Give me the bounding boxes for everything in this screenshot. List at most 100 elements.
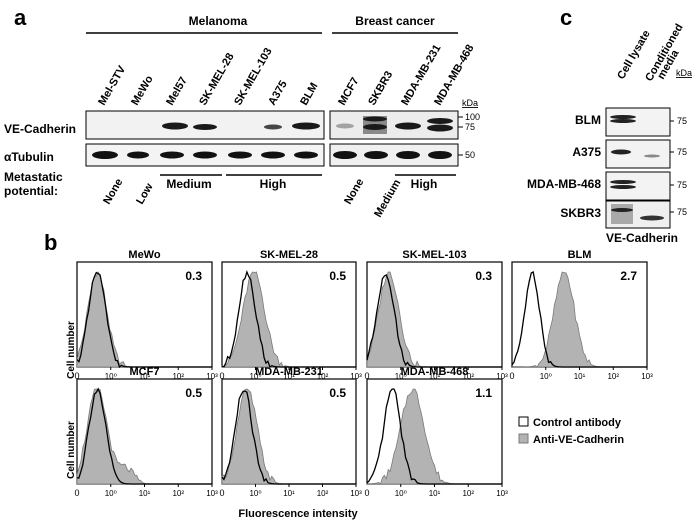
band-tub-mcf7 bbox=[333, 151, 357, 159]
histogram-mda-mb-231: MDA-MB-231 0.5 0 10⁰ 10¹ 10² 10³ bbox=[219, 366, 362, 498]
potential-low: Low bbox=[134, 181, 156, 206]
panel-a: a Melanoma Breast cancer Mel-STV MeWo Me… bbox=[4, 5, 480, 220]
band-vecad-a375 bbox=[264, 124, 282, 130]
tick-label-zero-blm: 0 bbox=[509, 371, 514, 381]
band-vecad-mcf7 bbox=[336, 123, 354, 129]
band-vecad-skbr3-lower bbox=[363, 124, 387, 130]
tick-label-1-mda-mb-468: 10⁰ bbox=[395, 489, 407, 498]
panel-a-letter: a bbox=[14, 5, 27, 30]
tick-label-zero-sk-mel-103: 0 bbox=[364, 371, 369, 381]
legend-swatch-control bbox=[518, 416, 529, 427]
tick-label-1-sk-mel-103: 10⁰ bbox=[395, 372, 407, 381]
band-tub-mel57 bbox=[160, 151, 184, 159]
plot-title-sk-mel-28: SK-MEL-28 bbox=[260, 249, 318, 261]
plot-title-mda-mb-468: MDA-MB-468 bbox=[401, 366, 469, 378]
c-band-blm-lysate-upper bbox=[610, 115, 636, 119]
tick-label-1-sk-mel-28: 10⁰ bbox=[249, 372, 261, 381]
tick-label-3-mewo: 10² bbox=[172, 372, 184, 381]
c-kda-a375: 75 bbox=[677, 147, 687, 157]
tick-label-2-blm: 10¹ bbox=[574, 372, 586, 381]
potential-high: High bbox=[260, 177, 287, 191]
tick-label-2-mda-mb-468: 10¹ bbox=[429, 489, 441, 498]
potential-none-breast: None bbox=[342, 177, 366, 207]
c-row-label-blm: BLM bbox=[575, 113, 601, 127]
lane-label-a375: A375 bbox=[266, 79, 290, 108]
c-footer-ve-cadherin: VE-Cadherin bbox=[606, 231, 678, 245]
group-melanoma-label: Melanoma bbox=[189, 14, 248, 28]
band-tub-blm bbox=[294, 151, 318, 159]
potential-none-melanoma: None bbox=[101, 177, 125, 207]
band-vecad-mel57 bbox=[162, 122, 188, 130]
histogram-mda-mb-468: MDA-MB-468 1.1 0 10⁰ 10¹ 10² 10³ bbox=[364, 366, 508, 498]
metastatic-label-line2: potential: bbox=[4, 184, 58, 198]
lane-label-sk-mel-28: SK-MEL-28 bbox=[197, 51, 236, 107]
c-kda-mda: 75 bbox=[677, 180, 687, 190]
tick-label-1-mda-mb-231: 10⁰ bbox=[249, 489, 261, 498]
c-blot-skbr3 bbox=[605, 200, 671, 229]
plot-title-sk-mel-103: SK-MEL-103 bbox=[402, 249, 466, 261]
plot-title-blm: BLM bbox=[568, 249, 592, 261]
c-row-label-mda-mb-468: MDA-MB-468 bbox=[527, 177, 601, 191]
tick-label-3-sk-mel-28: 10² bbox=[317, 372, 329, 381]
c-band-skbr3-lysate bbox=[611, 208, 633, 212]
band-tub-skbr3 bbox=[364, 151, 388, 159]
c-smear-skbr3-lysate bbox=[611, 204, 633, 224]
tick-label-2-sk-mel-103: 10¹ bbox=[429, 372, 441, 381]
lane-label-mel-stv: Mel-STV bbox=[96, 63, 128, 107]
lane-label-skbr3: SKBR3 bbox=[366, 69, 395, 107]
tick-label-3-sk-mel-103: 10² bbox=[462, 372, 474, 381]
kda-label-c: kDa bbox=[676, 68, 692, 78]
lane-label-mewo: MeWo bbox=[129, 73, 156, 107]
tick-label-4-blm: 10³ bbox=[641, 372, 653, 381]
c-band-mda-lysate-lower bbox=[610, 185, 636, 189]
tick-label-4-sk-mel-28: 10³ bbox=[350, 372, 362, 381]
band-tub-a375 bbox=[261, 151, 285, 159]
band-vecad-skbr3-upper bbox=[363, 116, 387, 122]
tick-label-zero-mda-mb-468: 0 bbox=[364, 488, 369, 498]
tick-label-4-mda-mb-468: 10³ bbox=[496, 489, 508, 498]
band-tub-mda-mb-468 bbox=[428, 151, 452, 159]
group-breast-label: Breast cancer bbox=[355, 14, 435, 28]
band-tub-mda-mb-231 bbox=[396, 151, 420, 159]
plot-ratio-mda-mb-468: 1.1 bbox=[475, 386, 492, 400]
tick-label-4-mcf7: 10³ bbox=[206, 489, 218, 498]
kda-100: 100 bbox=[465, 112, 480, 122]
plot-ratio-mewo: 0.3 bbox=[185, 269, 202, 283]
tick-label-2-mewo: 10¹ bbox=[139, 372, 151, 381]
tick-label-4-mewo: 10³ bbox=[206, 372, 218, 381]
tick-label-zero-mcf7: 0 bbox=[74, 488, 79, 498]
lane-label-blm: BLM bbox=[298, 81, 320, 108]
row-label-tubulin: αTubulin bbox=[4, 150, 54, 164]
kda-label-a: kDa bbox=[462, 98, 478, 108]
c-band-a375-lysate bbox=[611, 149, 631, 155]
histogram-sk-mel-28: SK-MEL-28 0.5 0 10⁰ 10¹ 10² 10³ bbox=[219, 249, 362, 381]
c-row-label-a375: A375 bbox=[572, 145, 601, 159]
plot-title-mda-mb-231: MDA-MB-231 bbox=[255, 366, 323, 378]
x-axis-label: Fluorescence intensity bbox=[238, 508, 358, 520]
histogram-blm: BLM 2.7 0 10⁰ 10¹ 10² 10³ bbox=[509, 249, 653, 381]
tick-label-2-sk-mel-28: 10¹ bbox=[283, 372, 295, 381]
tick-label-zero-mewo: 0 bbox=[74, 371, 79, 381]
band-tub-mel-stv bbox=[92, 151, 118, 159]
legend-control-label: Control antibody bbox=[533, 417, 622, 429]
lane-label-mcf7: MCF7 bbox=[336, 76, 361, 108]
potential-medium: Medium bbox=[166, 177, 211, 191]
kda-75: 75 bbox=[465, 122, 475, 132]
c-kda-skbr3: 75 bbox=[677, 207, 687, 217]
band-vecad-mda-mb-468-lower bbox=[427, 124, 453, 132]
plot-ratio-blm: 2.7 bbox=[620, 269, 637, 283]
potential-medium-breast: Medium bbox=[372, 177, 403, 219]
tick-label-2-mda-mb-231: 10¹ bbox=[283, 489, 295, 498]
band-vecad-mda-mb-468-upper bbox=[427, 118, 453, 124]
tick-label-1-blm: 10⁰ bbox=[540, 372, 552, 381]
row-label-ve-cadherin: VE-Cadherin bbox=[4, 122, 76, 136]
band-tub-mewo bbox=[127, 151, 149, 159]
plot-title-mcf7: MCF7 bbox=[130, 366, 160, 378]
histogram-mcf7: MCF7 0.5 0 10⁰ 10¹ 10² 10³ bbox=[74, 366, 218, 498]
tick-label-3-mcf7: 10² bbox=[172, 489, 184, 498]
y-axis-label-row1: Cell number bbox=[66, 321, 77, 379]
plot-ratio-sk-mel-103: 0.3 bbox=[475, 269, 492, 283]
tick-label-3-mda-mb-468: 10² bbox=[462, 489, 474, 498]
y-axis-label-row2: Cell number bbox=[66, 421, 77, 479]
